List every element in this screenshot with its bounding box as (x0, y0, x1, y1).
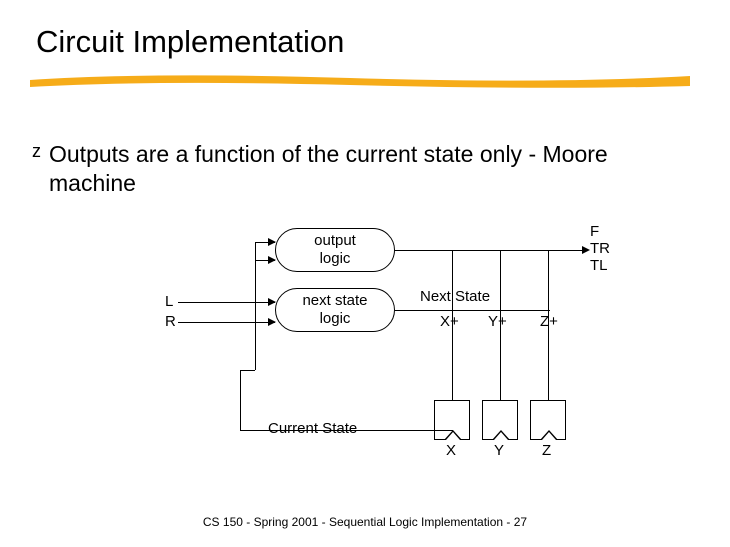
output-tl-label: TL (590, 257, 608, 274)
output-tr-label: TR (590, 240, 610, 257)
next-state-logic-label-1: next state (276, 292, 394, 310)
var-x-plus: X+ (440, 313, 459, 330)
title-underline (30, 72, 690, 90)
var-y: Y (494, 442, 504, 459)
bullet-text: Outputs are a function of the current st… (49, 140, 682, 198)
bullet-item: z Outputs are a function of the current … (32, 140, 682, 198)
moore-diagram: output logic next state logic L R F TR T… (120, 220, 620, 460)
next-state-label: Next State (420, 288, 490, 305)
bullet-glyph: z (32, 140, 41, 163)
next-state-logic-box: next state logic (275, 288, 395, 332)
input-r-label: R (165, 313, 176, 330)
var-z: Z (542, 442, 551, 459)
output-logic-box: output logic (275, 228, 395, 272)
var-y-plus: Y+ (488, 313, 507, 330)
current-state-label: Current State (268, 420, 357, 437)
slide-footer: CS 150 - Spring 2001 - Sequential Logic … (0, 515, 730, 529)
output-f-label: F (590, 223, 599, 240)
flipflop-y (482, 400, 518, 440)
output-logic-label-1: output (276, 232, 394, 250)
flipflop-x (434, 400, 470, 440)
flipflop-z (530, 400, 566, 440)
var-x: X (446, 442, 456, 459)
next-state-logic-label-2: logic (276, 310, 394, 328)
page-title: Circuit Implementation (36, 24, 730, 60)
output-logic-label-2: logic (276, 250, 394, 268)
input-l-label: L (165, 293, 173, 310)
